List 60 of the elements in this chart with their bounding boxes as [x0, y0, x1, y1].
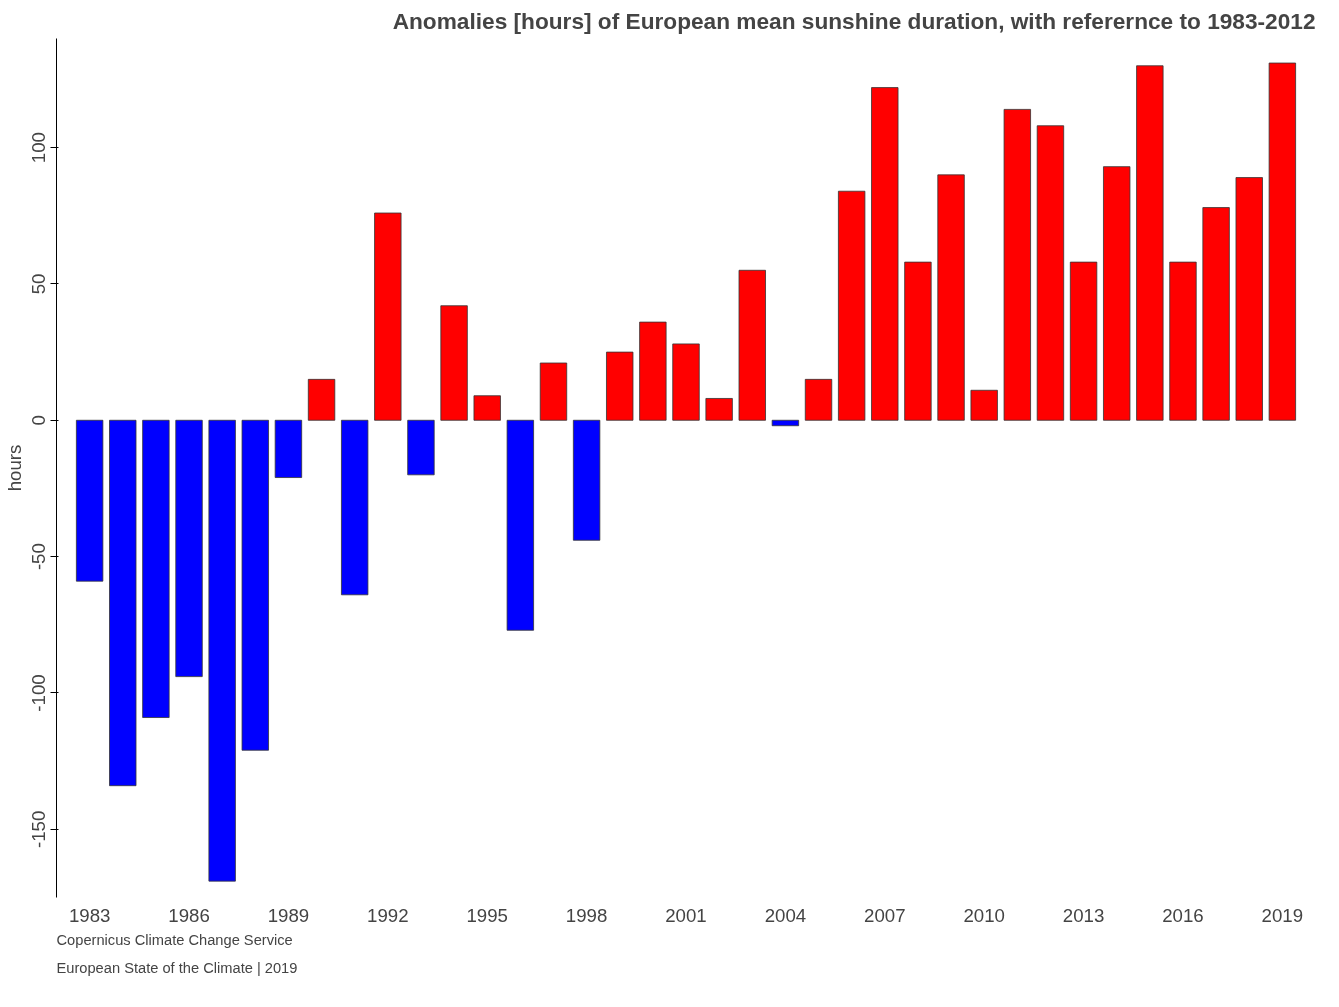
bar — [374, 212, 402, 421]
y-tick-label: 100 — [28, 132, 50, 164]
bar — [1069, 261, 1098, 421]
bar — [937, 174, 965, 421]
bar — [109, 419, 137, 787]
bar — [639, 321, 667, 421]
bar — [506, 419, 534, 631]
x-tick-label: 1995 — [466, 904, 508, 926]
bar — [1036, 125, 1065, 421]
bar — [1202, 207, 1230, 421]
bar — [871, 87, 899, 421]
bar — [904, 261, 932, 421]
x-tick-label: 2001 — [665, 904, 707, 926]
bar — [804, 378, 833, 421]
bar — [738, 269, 766, 421]
bar — [341, 419, 369, 596]
bar — [838, 190, 866, 421]
bar — [175, 419, 203, 678]
chart-title: Anomalies [hours] of European mean sunshine duration, with referernce to 1983-2012 — [392, 7, 1316, 34]
x-tick-label: 1983 — [68, 904, 111, 926]
y-axis-title: hours — [3, 444, 25, 492]
y-tick-label: 0 — [28, 415, 50, 426]
bar — [473, 395, 501, 421]
bar — [75, 419, 104, 582]
y-tick-label: -150 — [28, 810, 50, 848]
text: Copernicus Climate Change Service — [56, 931, 293, 948]
x-tick-label: 1986 — [168, 904, 210, 926]
x-tick-label: 1992 — [367, 904, 409, 926]
bar — [1268, 62, 1297, 421]
bar — [1169, 261, 1197, 421]
bar — [771, 419, 800, 427]
x-tick-label: 2007 — [864, 904, 906, 926]
y-tick-label: -100 — [28, 674, 50, 712]
bar — [970, 389, 998, 421]
text: European State of the Climate | 2019 — [56, 959, 298, 976]
bar — [1103, 166, 1131, 421]
bar — [1003, 109, 1031, 421]
bar — [208, 419, 236, 882]
bar — [606, 351, 634, 421]
bar — [241, 419, 269, 751]
bar — [672, 343, 700, 421]
bar — [274, 419, 303, 478]
x-tick-label: 2016 — [1162, 904, 1204, 926]
y-tick-label: 50 — [28, 273, 50, 295]
bar — [539, 362, 568, 421]
x-tick-label: 1998 — [565, 904, 608, 926]
y-tick-label: -50 — [28, 543, 50, 571]
bar — [572, 419, 601, 541]
bar — [705, 398, 733, 421]
x-tick-label: 2019 — [1261, 904, 1304, 926]
bar — [142, 419, 170, 718]
bar — [1136, 65, 1164, 421]
bar — [440, 305, 468, 421]
x-tick-label: 2013 — [1062, 904, 1105, 926]
bar — [407, 419, 435, 476]
x-tick-label: 1989 — [267, 904, 310, 926]
x-tick-label: 2010 — [963, 904, 1005, 926]
x-tick-label: 2004 — [764, 904, 807, 926]
bar — [1235, 177, 1263, 421]
bar — [307, 378, 336, 421]
